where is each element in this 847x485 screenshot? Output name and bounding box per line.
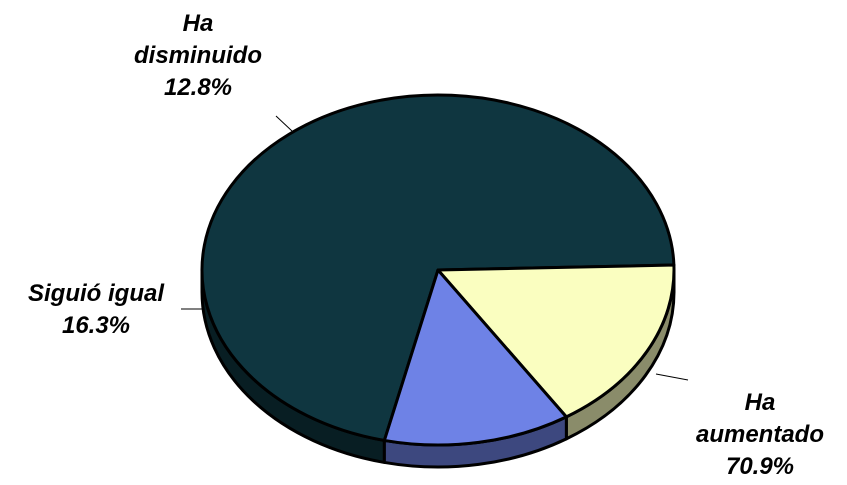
data-label-ha-aumentado: 70.9% — [726, 453, 794, 480]
leader-lines-layer — [181, 115, 689, 381]
slice-label-ha-aumentado: Ha — [745, 389, 776, 416]
labels-layer: Ha aumentado 70.9% Siguió igual 16.3% Ha dismi… — [28, 10, 824, 480]
pie-slice-ha-aumentado — [200, 93, 676, 442]
data-label-siguio-igual: 16.3% — [62, 312, 130, 339]
pie-slice-ha-disminuido — [382, 268, 568, 447]
slice-label-ha-disminuido: Ha — [183, 10, 214, 37]
data-label-ha-disminuido: 12.8% — [164, 74, 232, 101]
pie-slices-layer — [200, 93, 676, 447]
leader-line-ha-aumentado — [655, 373, 689, 381]
slice-label-ha-disminuido-1: disminuido — [134, 42, 262, 69]
slice-label-ha-aumentado-1: aumentado — [696, 421, 824, 448]
pie-slice-siguio-igual — [436, 263, 676, 419]
leader-line-ha-disminuido — [275, 115, 293, 132]
slice-label-siguio-igual: Siguió igual — [28, 280, 165, 307]
